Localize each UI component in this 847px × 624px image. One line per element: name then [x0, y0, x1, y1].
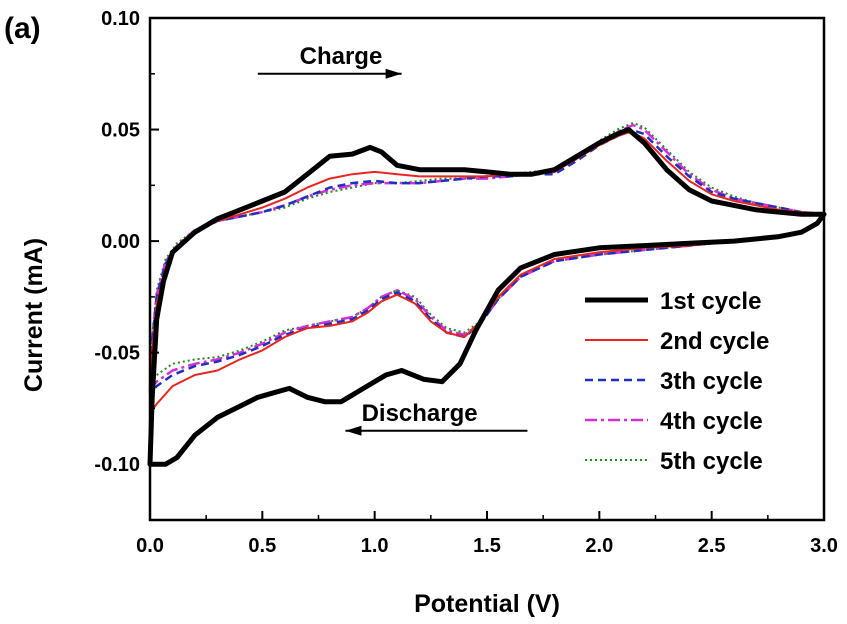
- ticks-group: 0.0 0.5 1.0 1.5 2.0 2.5 3.0 0.10 0.05 0.00 -0.05 -0…: [94, 8, 838, 557]
- series-line: [147, 127, 827, 467]
- panel-label: (a): [4, 12, 41, 45]
- plot-frame: [148, 16, 826, 522]
- legend-label: 5th cycle: [660, 448, 763, 475]
- x-axis-title: Potential (V): [414, 590, 560, 618]
- annotations-group: Charge Discharge: [257, 43, 528, 436]
- series-line: [148, 128, 826, 394]
- x-tick-label: 1.0: [361, 535, 389, 557]
- y-tick-label: 0.10: [101, 8, 140, 30]
- annotation-label: Charge: [300, 43, 383, 70]
- y-tick-label: 0.00: [101, 231, 140, 253]
- legend: 1st cycle 2nd cycle 3th cycle 4th cycle 5th …: [585, 288, 769, 475]
- legend-label: 4th cycle: [660, 408, 763, 435]
- annotation-arrow-head: [345, 425, 362, 436]
- x-tick-label: 2.0: [585, 535, 613, 557]
- legend-label: 3th cycle: [660, 368, 763, 395]
- x-tick-label: 2.5: [698, 535, 726, 557]
- x-tick-label: 0.0: [136, 535, 164, 557]
- curves-group: [147, 121, 827, 467]
- x-tick-label: 1.5: [473, 535, 501, 557]
- x-tick-label: 0.5: [248, 535, 276, 557]
- annotation-arrow-head: [385, 68, 402, 79]
- y-tick-label: -0.10: [94, 454, 140, 476]
- x-tick-label: 3.0: [810, 535, 838, 557]
- annotation-label: Discharge: [362, 400, 478, 427]
- series-line: [149, 130, 825, 414]
- y-tick-label: 0.05: [101, 120, 140, 142]
- legend-label: 1st cycle: [660, 288, 761, 315]
- series-line: [149, 121, 825, 381]
- legend-label: 2nd cycle: [660, 328, 769, 355]
- y-tick-label: -0.05: [94, 343, 140, 365]
- y-axis-title: Current (mA): [20, 238, 48, 392]
